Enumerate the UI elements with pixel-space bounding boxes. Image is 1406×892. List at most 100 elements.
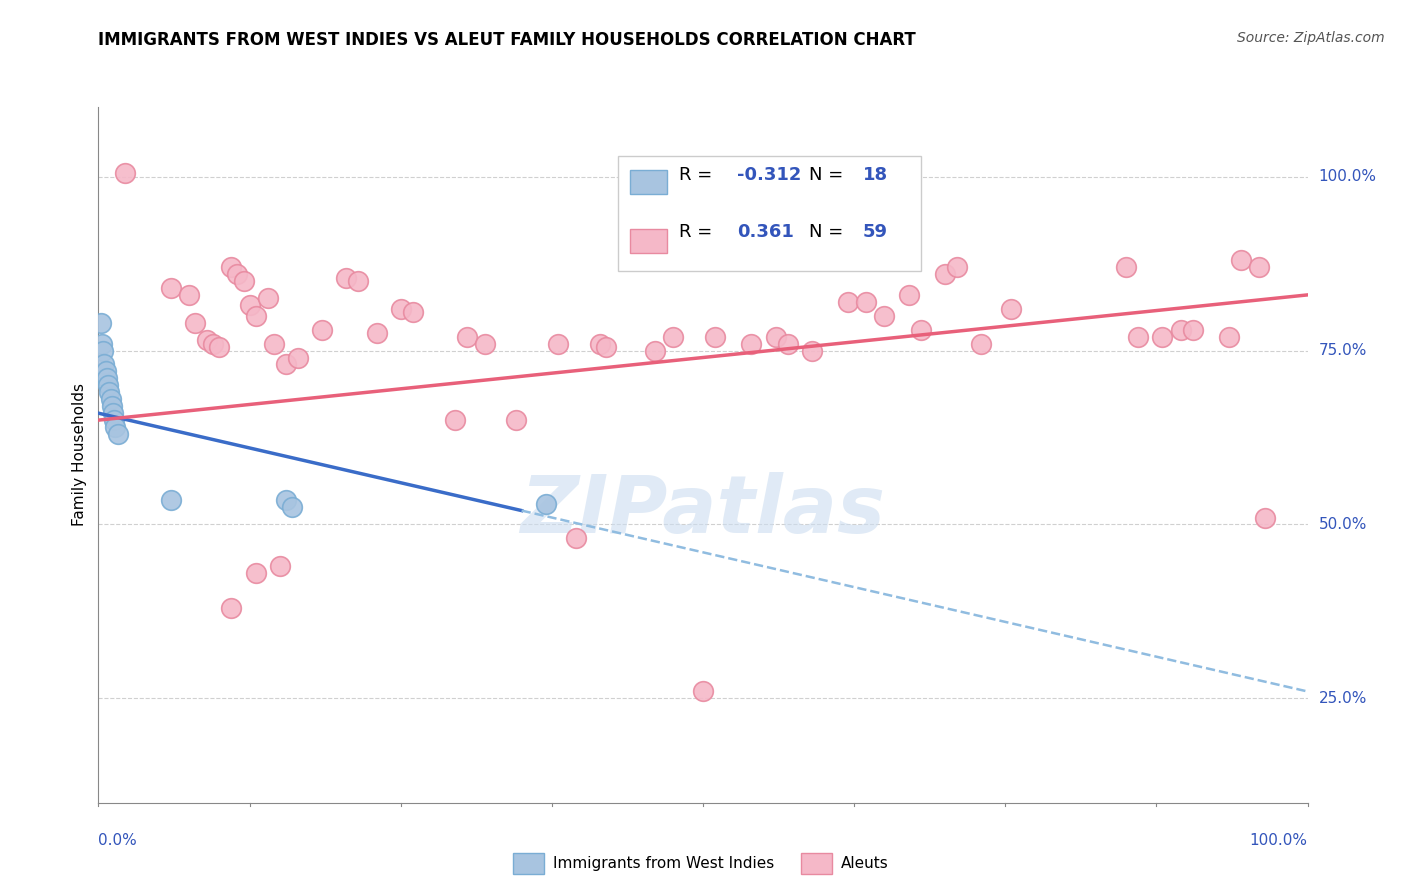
Point [101, 406, 124, 420]
Point [195, 333, 218, 347]
Point [704, 329, 727, 343]
Text: Immigrants from West Indies: Immigrants from West Indies [553, 856, 773, 871]
Text: 18: 18 [863, 166, 887, 185]
Point [256, 291, 278, 305]
Point [226, 267, 249, 281]
Point [934, 267, 956, 281]
Text: 50.0%: 50.0% [1319, 517, 1367, 532]
Point [287, 351, 309, 365]
Point [1170, 323, 1192, 337]
FancyBboxPatch shape [630, 228, 666, 253]
Point [534, 497, 557, 511]
Text: IMMIGRANTS FROM WEST INDIES VS ALEUT FAMILY HOUSEHOLDS CORRELATION CHART: IMMIGRANTS FROM WEST INDIES VS ALEUT FAM… [98, 31, 917, 49]
Point [91, 343, 114, 358]
Point [547, 336, 569, 351]
Point [160, 493, 183, 508]
Point [644, 343, 666, 358]
Text: ZIPatlas: ZIPatlas [520, 472, 886, 549]
Point [263, 336, 285, 351]
FancyBboxPatch shape [630, 169, 666, 194]
Point [456, 329, 478, 343]
Point [221, 601, 243, 615]
Point [281, 500, 304, 514]
Point [98, 385, 121, 400]
Point [274, 493, 297, 508]
Point [103, 413, 125, 427]
Point [90, 316, 112, 330]
Text: 25.0%: 25.0% [1319, 691, 1367, 706]
Text: 59: 59 [863, 223, 887, 241]
Point [107, 427, 129, 442]
Point [565, 532, 588, 546]
Point [96, 371, 118, 385]
Text: 0.361: 0.361 [737, 223, 794, 241]
Point [776, 336, 799, 351]
Text: R =: R = [679, 166, 711, 185]
Point [114, 166, 136, 180]
Point [184, 316, 207, 330]
Point [389, 301, 412, 316]
Text: 100.0%: 100.0% [1250, 833, 1308, 848]
Point [1181, 323, 1204, 337]
Point [347, 274, 370, 288]
Point [239, 298, 262, 312]
Text: R =: R = [679, 223, 711, 241]
Text: 0.0%: 0.0% [98, 833, 138, 848]
Text: -0.312: -0.312 [737, 166, 801, 185]
Point [740, 336, 762, 351]
Point [97, 378, 120, 392]
Point [595, 340, 617, 354]
Text: 75.0%: 75.0% [1319, 343, 1367, 358]
Point [1000, 301, 1022, 316]
Point [208, 340, 231, 354]
Point [269, 559, 291, 574]
Point [692, 684, 714, 698]
Point [1152, 329, 1174, 343]
Text: Source: ZipAtlas.com: Source: ZipAtlas.com [1237, 31, 1385, 45]
Point [970, 336, 993, 351]
Point [94, 364, 117, 378]
Point [765, 329, 787, 343]
Text: 100.0%: 100.0% [1319, 169, 1376, 184]
Point [402, 305, 425, 319]
FancyBboxPatch shape [619, 156, 921, 270]
Point [444, 413, 467, 427]
Point [1115, 260, 1137, 274]
Point [160, 281, 183, 295]
Point [910, 323, 932, 337]
Point [589, 336, 612, 351]
Point [505, 413, 527, 427]
Point [837, 294, 859, 309]
Point [1128, 329, 1150, 343]
Text: N =: N = [810, 166, 844, 185]
Point [177, 288, 201, 302]
Point [1249, 260, 1271, 274]
Point [202, 336, 225, 351]
Point [1230, 253, 1253, 268]
Point [873, 309, 896, 323]
Point [232, 274, 254, 288]
Point [855, 294, 877, 309]
Point [946, 260, 969, 274]
Point [1254, 510, 1277, 524]
Point [91, 336, 114, 351]
Point [661, 329, 683, 343]
Point [245, 309, 267, 323]
Point [897, 288, 920, 302]
Text: N =: N = [810, 223, 844, 241]
Point [800, 343, 823, 358]
Point [245, 566, 267, 581]
Point [474, 336, 496, 351]
Point [274, 358, 297, 372]
Text: Aleuts: Aleuts [841, 856, 889, 871]
Point [1218, 329, 1240, 343]
Point [100, 399, 122, 413]
Point [311, 323, 333, 337]
Y-axis label: Family Households: Family Households [72, 384, 87, 526]
Point [104, 420, 127, 434]
Point [221, 260, 243, 274]
Point [93, 358, 115, 372]
Point [366, 326, 388, 340]
Point [100, 392, 122, 407]
Point [335, 270, 357, 285]
